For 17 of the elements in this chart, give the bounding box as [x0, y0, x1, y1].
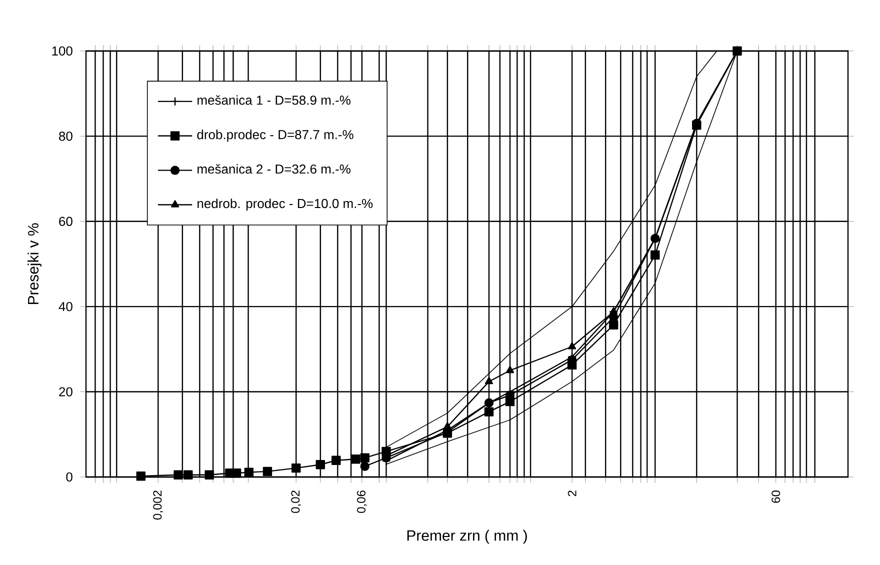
x-tick-label: 0,02	[291, 490, 302, 513]
y-tick-label: 40	[58, 302, 72, 312]
x-tick-label: 0,002	[153, 490, 164, 520]
legend-label: mešanica 1 - D=58.9 m.-%	[198, 95, 350, 105]
y-tick-label: 0	[66, 472, 72, 482]
x-tick-label: 60	[772, 490, 780, 503]
x-axis-title: Premer zrn ( mm )	[407, 530, 527, 544]
x-tick-label: 0,06	[356, 490, 367, 513]
y-tick-label: 80	[59, 132, 72, 141]
y-tick-label: 20	[59, 387, 72, 396]
y-tick-label: 60	[59, 216, 72, 226]
y-axis-title: Presejki v %	[28, 223, 42, 304]
legend-label: nedrob. prodec - D=10.0 m.-%	[198, 198, 373, 211]
x-tick-label: 2	[568, 490, 576, 496]
y-tick-label: 100	[52, 46, 72, 56]
legend-label: mešanica 2 - D=32.6 m.-%	[198, 164, 350, 174]
legend-label: drob.prodec - D=87.7 m.-%	[197, 130, 354, 142]
